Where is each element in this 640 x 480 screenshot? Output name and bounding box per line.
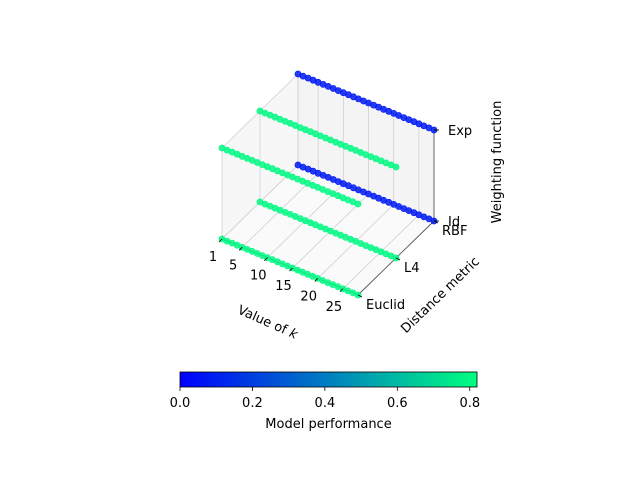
y-tick-mark: [395, 257, 401, 261]
axes-panes: [222, 74, 434, 295]
colorbar-tick-label: 0.2: [242, 396, 263, 411]
pane-back: [298, 74, 434, 221]
colorbar-gradient: [179, 371, 478, 388]
colorbar-label: Model performance: [265, 417, 391, 432]
x-tick-mark: [238, 247, 243, 251]
x-tick-label: 25: [326, 300, 343, 315]
colorbar-tick-label: 0.0: [170, 396, 191, 411]
x-tick-label: 15: [275, 279, 292, 294]
x-tick-mark: [339, 288, 344, 293]
colorbar: 0.0 0.2 0.4 0.6 0.8 Model performance: [170, 371, 480, 432]
x-tick-label: 10: [250, 269, 267, 284]
y-tick-mark: [357, 294, 363, 298]
x-tick-mark: [264, 257, 268, 261]
y-tick-label: RBF: [442, 224, 467, 239]
colorbar-tick-label: 0.6: [387, 396, 408, 411]
z-tick-label: Id: [448, 215, 460, 230]
data-point: [392, 163, 400, 171]
x-tick-mark: [218, 238, 223, 243]
colorbar-tick-label: 0.8: [459, 396, 480, 411]
data-points: [218, 70, 438, 299]
x-tick-label: 20: [300, 289, 317, 304]
x-tick-label: 1: [209, 250, 217, 265]
z-axis-label: Weighting function: [490, 101, 505, 224]
z-tick-label: Exp: [448, 124, 472, 139]
data-point: [354, 200, 362, 208]
y-tick-label: Euclid: [366, 298, 405, 313]
x-tick-mark: [314, 278, 318, 282]
colorbar-tick-label: 0.4: [315, 396, 336, 411]
x-tick-mark: [289, 267, 293, 272]
x-tick-label: 5: [229, 258, 237, 273]
x-axis-label: Value of k: [235, 303, 300, 343]
y-tick-label: L4: [404, 261, 420, 276]
x-axis-label-var: k: [287, 326, 300, 343]
